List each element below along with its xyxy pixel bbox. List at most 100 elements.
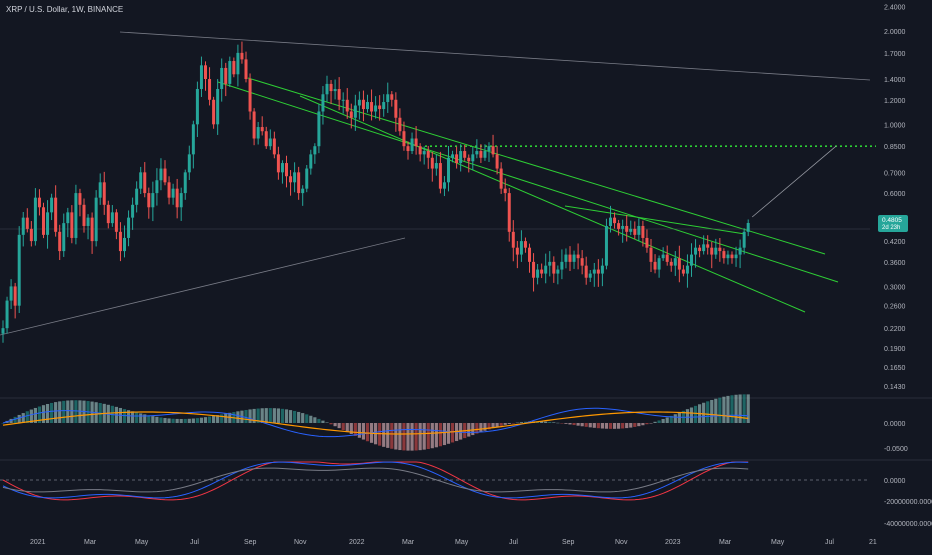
macd-histogram-bar — [471, 423, 475, 436]
macd-histogram-bar — [568, 423, 572, 425]
candle — [183, 172, 187, 194]
macd-histogram-bar — [552, 422, 556, 423]
candle — [661, 254, 665, 259]
macd-histogram-bar — [147, 415, 151, 423]
macd-histogram-bar — [734, 394, 738, 423]
macd-tick-label: -0.0500 — [884, 446, 908, 453]
macd-histogram-bar — [54, 402, 58, 423]
candle — [596, 269, 600, 274]
trendline-middle[interactable] — [217, 81, 839, 283]
macd-histogram-bar — [317, 418, 321, 423]
macd-histogram-bar — [365, 423, 370, 442]
candle — [495, 154, 499, 169]
candle — [276, 154, 280, 173]
time-tick-label: Jul — [190, 539, 199, 546]
macd-histogram-bar — [163, 418, 167, 423]
candle — [374, 105, 378, 112]
support-line[interactable] — [0, 237, 406, 336]
macd-histogram-bar — [657, 420, 661, 423]
macd-histogram-bar — [507, 423, 511, 424]
candle — [669, 261, 673, 266]
candle — [256, 127, 260, 139]
macd-histogram-bar — [475, 423, 479, 434]
candle — [118, 231, 122, 252]
price-tick-label: 2.4000 — [884, 4, 906, 11]
trendline-short[interactable] — [564, 205, 746, 235]
candle — [621, 225, 625, 229]
last-price-countdown: 2d 23h — [882, 225, 900, 231]
macd-histogram-bar — [487, 423, 491, 430]
candle — [345, 99, 349, 112]
candle — [532, 261, 536, 278]
price-tick-label: 2.0000 — [884, 29, 906, 36]
candle — [568, 254, 572, 262]
candle — [378, 105, 382, 110]
macd-histogram-bar — [402, 423, 406, 451]
candle — [216, 88, 220, 125]
candle — [540, 269, 544, 274]
candle — [317, 111, 321, 147]
macd-histogram-bar — [313, 417, 317, 423]
macd-histogram-bar — [499, 423, 503, 426]
macd-histogram-bar — [398, 423, 402, 451]
candle — [70, 212, 74, 238]
macd-histogram-bar — [191, 418, 195, 423]
time-tick-label: Jul — [825, 539, 834, 546]
candle — [195, 88, 199, 125]
macd-histogram-bar — [195, 418, 199, 423]
candle — [78, 193, 82, 205]
macd-histogram-bar — [714, 398, 718, 423]
candle — [325, 83, 329, 95]
candle — [544, 265, 548, 274]
macd-histogram-bar — [706, 401, 710, 423]
candle — [349, 111, 353, 118]
candle — [94, 197, 98, 242]
projection-line[interactable] — [751, 145, 837, 218]
candle — [46, 212, 50, 235]
candle — [159, 168, 163, 181]
candle — [54, 197, 58, 232]
candle — [9, 286, 13, 301]
macd-histogram-bar — [29, 409, 33, 423]
candle — [248, 79, 252, 112]
candle — [483, 151, 487, 158]
macd-histogram-bar — [386, 423, 390, 448]
candle — [548, 261, 552, 266]
candle — [131, 204, 135, 218]
macd-histogram-bar — [442, 423, 447, 446]
candle — [151, 193, 155, 208]
trendline-lower[interactable] — [299, 95, 806, 313]
candle — [584, 265, 588, 278]
oscillator-line — [2, 461, 749, 501]
macd-histogram-bar — [361, 423, 366, 440]
candle — [167, 182, 171, 198]
macd-histogram-bar — [669, 415, 673, 423]
candle — [609, 217, 612, 226]
candle — [228, 61, 232, 84]
candle — [600, 265, 604, 274]
candle — [451, 154, 455, 158]
candle — [204, 65, 207, 80]
trendline-upper[interactable] — [247, 77, 826, 255]
price-tick-label: 0.4200 — [884, 239, 906, 246]
macd-histogram-bar — [329, 423, 333, 425]
drawings[interactable] — [0, 31, 876, 336]
long-resistance-line[interactable] — [119, 31, 871, 81]
macd-histogram-bar — [139, 413, 143, 423]
candle — [726, 254, 730, 259]
candle — [191, 124, 195, 155]
macd-histogram-bar — [710, 399, 714, 423]
macd-histogram-bar — [276, 408, 280, 423]
candle — [366, 102, 369, 110]
candle — [86, 217, 90, 226]
price-tick-label: 1.7000 — [884, 51, 906, 58]
candle — [738, 247, 742, 255]
time-tick-label: Sep — [244, 539, 257, 546]
macd-histogram-bar — [62, 400, 66, 423]
price-tick-label: 0.3000 — [884, 284, 906, 291]
symbol-title: XRP / U.S. Dollar, 1W, BINANCE — [6, 5, 124, 14]
macd-histogram-bar — [288, 410, 293, 423]
candle — [690, 254, 693, 266]
